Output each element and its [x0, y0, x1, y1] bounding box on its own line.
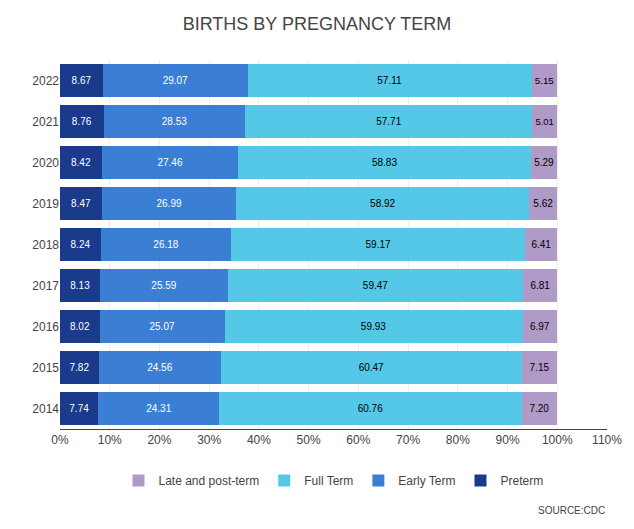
svg-text:24.31: 24.31 — [146, 403, 171, 414]
svg-text:2015: 2015 — [32, 361, 59, 375]
svg-text:57.71: 57.71 — [376, 116, 401, 127]
svg-text:7.74: 7.74 — [69, 403, 89, 414]
svg-text:2018: 2018 — [32, 238, 59, 252]
svg-text:40%: 40% — [247, 433, 271, 447]
svg-text:2020: 2020 — [32, 156, 59, 170]
svg-text:59.47: 59.47 — [363, 280, 388, 291]
svg-text:SOURCE:CDC: SOURCE:CDC — [538, 505, 605, 516]
svg-text:27.46: 27.46 — [157, 157, 182, 168]
svg-text:Late and post-term: Late and post-term — [159, 474, 260, 488]
svg-text:110%: 110% — [592, 433, 622, 447]
svg-text:5.01: 5.01 — [535, 116, 554, 127]
svg-text:29.07: 29.07 — [163, 75, 188, 86]
svg-text:80%: 80% — [446, 433, 470, 447]
svg-text:58.83: 58.83 — [372, 157, 397, 168]
svg-text:26.18: 26.18 — [153, 239, 178, 250]
svg-text:BIRTHS BY PREGNANCY TERM: BIRTHS BY PREGNANCY TERM — [183, 14, 452, 34]
svg-text:58.92: 58.92 — [370, 198, 395, 209]
svg-text:20%: 20% — [147, 433, 171, 447]
svg-text:57.11: 57.11 — [377, 75, 402, 86]
svg-text:6.41: 6.41 — [531, 239, 551, 250]
svg-text:60.47: 60.47 — [359, 362, 384, 373]
svg-text:2016: 2016 — [32, 320, 59, 334]
svg-text:8.02: 8.02 — [70, 321, 90, 332]
svg-text:2017: 2017 — [32, 279, 59, 293]
svg-text:26.99: 26.99 — [156, 198, 181, 209]
svg-text:2014: 2014 — [32, 402, 59, 416]
svg-text:30%: 30% — [197, 433, 221, 447]
svg-text:2021: 2021 — [32, 115, 59, 129]
svg-text:Full Term: Full Term — [304, 474, 353, 488]
svg-text:59.17: 59.17 — [366, 239, 391, 250]
svg-text:8.24: 8.24 — [71, 239, 91, 250]
svg-text:10%: 10% — [98, 433, 122, 447]
svg-text:70%: 70% — [396, 433, 420, 447]
svg-text:2019: 2019 — [32, 197, 59, 211]
svg-text:7.20: 7.20 — [529, 403, 549, 414]
svg-text:5.62: 5.62 — [533, 198, 553, 209]
svg-text:100%: 100% — [542, 433, 573, 447]
svg-text:60.76: 60.76 — [358, 403, 383, 414]
svg-text:6.81: 6.81 — [530, 280, 550, 291]
svg-text:24.56: 24.56 — [147, 362, 172, 373]
svg-text:25.59: 25.59 — [151, 280, 176, 291]
svg-text:2022: 2022 — [32, 74, 59, 88]
svg-text:8.76: 8.76 — [72, 116, 92, 127]
svg-text:Preterm: Preterm — [500, 474, 543, 488]
svg-text:60%: 60% — [346, 433, 370, 447]
svg-text:8.47: 8.47 — [71, 198, 91, 209]
svg-text:8.67: 8.67 — [72, 75, 92, 86]
svg-text:0%: 0% — [51, 433, 69, 447]
svg-text:6.97: 6.97 — [530, 321, 550, 332]
svg-text:8.42: 8.42 — [71, 157, 91, 168]
svg-text:7.82: 7.82 — [69, 362, 89, 373]
svg-text:50%: 50% — [297, 433, 321, 447]
svg-text:5.29: 5.29 — [534, 157, 554, 168]
svg-text:90%: 90% — [496, 433, 520, 447]
svg-text:5.15: 5.15 — [535, 75, 555, 86]
svg-text:28.53: 28.53 — [162, 116, 187, 127]
svg-text:8.13: 8.13 — [70, 280, 90, 291]
svg-text:25.07: 25.07 — [149, 321, 174, 332]
svg-text:59.93: 59.93 — [361, 321, 386, 332]
svg-text:Early Term: Early Term — [398, 474, 455, 488]
svg-text:7.15: 7.15 — [530, 362, 550, 373]
